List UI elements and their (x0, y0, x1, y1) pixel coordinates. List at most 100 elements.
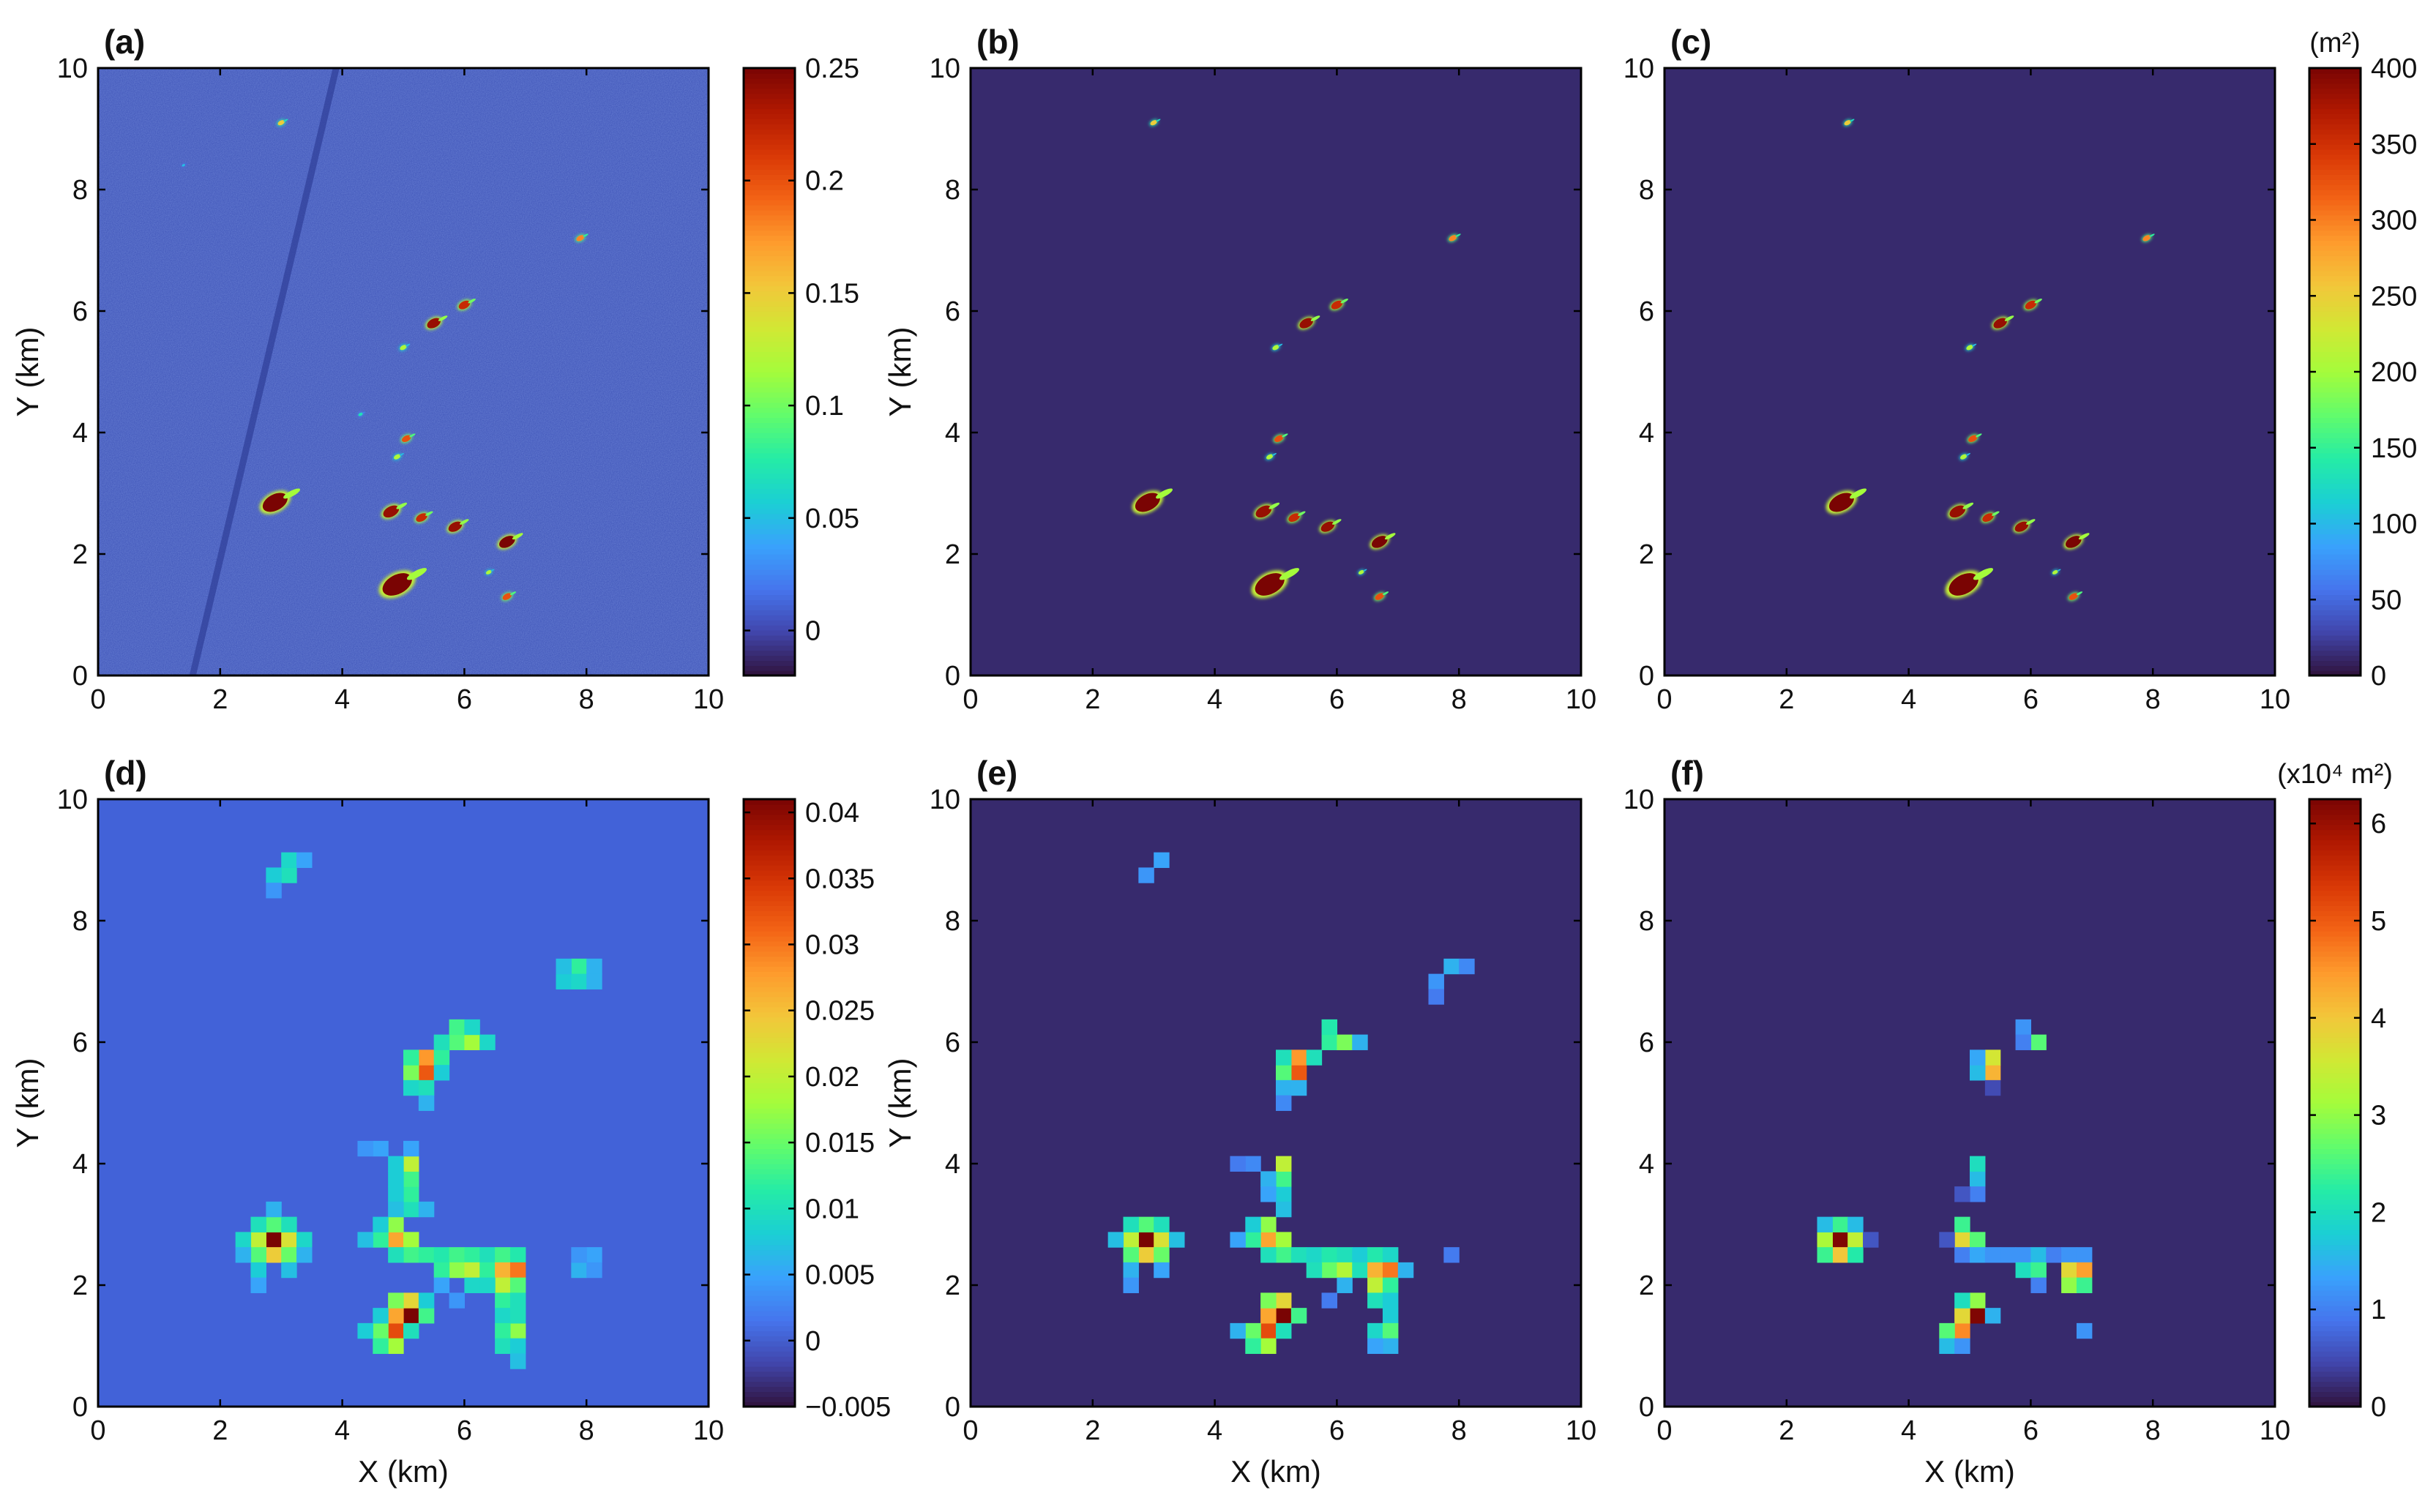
feature-mark (502, 593, 512, 600)
colorbar-tick-label: 200 (2371, 357, 2417, 388)
colorbar-segment (744, 412, 795, 419)
colorbar-segment (2309, 483, 2361, 489)
heatmap-cell (373, 1216, 389, 1232)
colorbar-segment (2309, 1098, 2361, 1104)
colorbar-segment (744, 169, 795, 176)
panel-label: (f) (1670, 754, 1704, 792)
colorbar-segment (744, 1032, 795, 1038)
colorbar-segment (744, 1355, 795, 1362)
heatmap-cell (388, 1186, 404, 1202)
colorbar-segment (2309, 427, 2361, 433)
colorbar-segment (744, 88, 795, 94)
feature-wake (509, 591, 517, 596)
colorbar-segment (744, 457, 795, 464)
colorbar-segment (744, 1022, 795, 1028)
colorbar-segment (2309, 493, 2361, 499)
colorbar-segment (744, 624, 795, 631)
colorbar-segment (744, 68, 795, 74)
colorbar-tick-label: 0.03 (805, 929, 859, 960)
y-tick-label: 2 (1639, 539, 1654, 570)
colorbar-segment (744, 1305, 795, 1311)
colorbar-segment (2309, 397, 2361, 403)
heatmap-cell (1276, 1079, 1292, 1096)
heatmap-cell (266, 1216, 282, 1232)
heatmap-cell (403, 1065, 419, 1081)
colorbar-segment (744, 916, 795, 921)
colorbar-tick-label: 350 (2371, 130, 2417, 160)
x-tick-label: 6 (1329, 684, 1345, 715)
colorbar-segment (744, 1072, 795, 1079)
colorbar-segment (2309, 1183, 2361, 1190)
feature-mark (448, 521, 463, 532)
feature-mark (394, 454, 401, 460)
colorbar-segment (744, 940, 795, 947)
colorbar-segment (744, 78, 795, 84)
heatmap-cell (571, 973, 587, 989)
colorbar-segment (744, 1366, 795, 1372)
heatmap-cell (1306, 1247, 1323, 1263)
heatmap-cell (250, 1247, 266, 1263)
colorbar-segment (2309, 372, 2361, 378)
colorbar-segment (2309, 864, 2361, 871)
colorbar-segment (2309, 412, 2361, 419)
colorbar-segment (2309, 895, 2361, 902)
y-tick-label: 2 (72, 539, 88, 570)
feature-mark (1966, 345, 1973, 351)
heatmap-cell (2015, 1262, 2031, 1279)
heatmap-cell (433, 1247, 450, 1263)
heatmap-cell (1847, 1247, 1864, 1263)
x-tick-label: 2 (212, 684, 228, 715)
panel-d: 0 2 4 6 8 10 0 2 4 6 8 10 Y (km) X (km) (d) −0.005 0 0.00… (10, 754, 891, 1489)
colorbar-segment (744, 1098, 795, 1104)
colorbar-segment (2309, 951, 2361, 957)
plot-frame (97, 67, 710, 677)
heatmap-cell (1443, 958, 1460, 975)
y-tick-label: 0 (945, 661, 960, 692)
colorbar-segment (744, 1325, 795, 1332)
colorbar-segment (2309, 655, 2361, 662)
colorbar-tick-label: 0.1 (805, 391, 844, 422)
colorbar-segment (744, 956, 795, 962)
y-tick-label: 0 (72, 661, 88, 692)
colorbar-segment (2309, 554, 2361, 560)
feature-mark (2014, 521, 2029, 532)
colorbar-segment (744, 1112, 795, 1119)
heatmap-cell (1367, 1292, 1383, 1309)
colorbar-segment (744, 376, 795, 383)
colorbar-segment (2309, 946, 2361, 952)
feature-mark (358, 412, 363, 416)
colorbar-segment (2309, 665, 2361, 671)
colorbar-segment (744, 855, 795, 861)
heatmap-cell (418, 1095, 435, 1111)
colorbar-segment (744, 869, 795, 876)
heatmap-cell (2030, 1247, 2047, 1263)
heatmap-cell (250, 1232, 266, 1248)
heatmap-cell (281, 1262, 297, 1279)
x-tick-label: 6 (1329, 1415, 1345, 1446)
colorbar-segment (744, 301, 795, 307)
heatmap-cell (586, 958, 602, 975)
heatmap-cell (296, 1247, 313, 1263)
colorbar-segment (2309, 1244, 2361, 1251)
heatmap-cell (388, 1156, 404, 1172)
colorbar-segment (2309, 549, 2361, 555)
heatmap-cell (2000, 1247, 2017, 1263)
feature-wake (2034, 299, 2042, 304)
colorbar-tick-label: 150 (2371, 433, 2417, 464)
x-tick-label: 10 (693, 1415, 724, 1446)
heatmap-cell (1245, 1232, 1261, 1248)
x-axis-title: X (km) (1230, 1454, 1321, 1489)
colorbar-segment (744, 1290, 795, 1296)
heatmap-cell (403, 1322, 419, 1339)
colorbar-segment (2309, 1249, 2361, 1256)
colorbar-segment (2309, 250, 2361, 256)
heatmap-cell (1847, 1232, 1864, 1248)
heatmap-cell (479, 1262, 496, 1279)
colorbar-segment (2309, 1037, 2361, 1043)
heatmap-cell (1939, 1338, 1955, 1354)
colorbar-segment (744, 336, 795, 343)
colorbar-segment (2309, 670, 2361, 676)
heatmap-cell (449, 1034, 465, 1050)
feature-mark (2052, 569, 2058, 575)
